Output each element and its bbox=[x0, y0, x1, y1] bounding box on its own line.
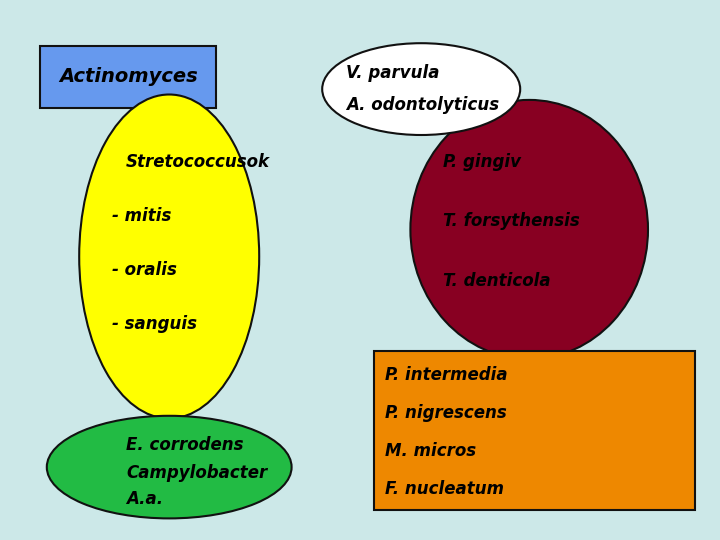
Text: Campylobacter: Campylobacter bbox=[126, 463, 267, 482]
Text: P. intermedia: P. intermedia bbox=[385, 366, 508, 384]
Ellipse shape bbox=[323, 43, 521, 135]
Ellipse shape bbox=[47, 416, 292, 518]
Text: A. odontolyticus: A. odontolyticus bbox=[346, 96, 499, 114]
Text: P. gingiv: P. gingiv bbox=[443, 153, 521, 171]
Text: Actinomyces: Actinomyces bbox=[59, 67, 197, 86]
Text: V. parvula: V. parvula bbox=[346, 64, 439, 82]
Ellipse shape bbox=[410, 100, 648, 359]
Text: Stretococcusok: Stretococcusok bbox=[126, 153, 270, 171]
Text: - oralis: - oralis bbox=[112, 261, 176, 279]
Ellipse shape bbox=[79, 94, 259, 419]
Text: M. micros: M. micros bbox=[385, 442, 477, 460]
FancyBboxPatch shape bbox=[40, 46, 216, 108]
Text: E. corrodens: E. corrodens bbox=[126, 436, 243, 455]
Text: P. nigrescens: P. nigrescens bbox=[385, 404, 507, 422]
Text: F. nucleatum: F. nucleatum bbox=[385, 480, 504, 498]
Text: - sanguis: - sanguis bbox=[112, 315, 197, 333]
FancyBboxPatch shape bbox=[374, 351, 695, 510]
Text: - mitis: - mitis bbox=[112, 207, 171, 225]
Text: T. denticola: T. denticola bbox=[443, 272, 550, 290]
Text: T. forsythensis: T. forsythensis bbox=[443, 212, 580, 231]
Text: A.a.: A.a. bbox=[126, 490, 163, 509]
